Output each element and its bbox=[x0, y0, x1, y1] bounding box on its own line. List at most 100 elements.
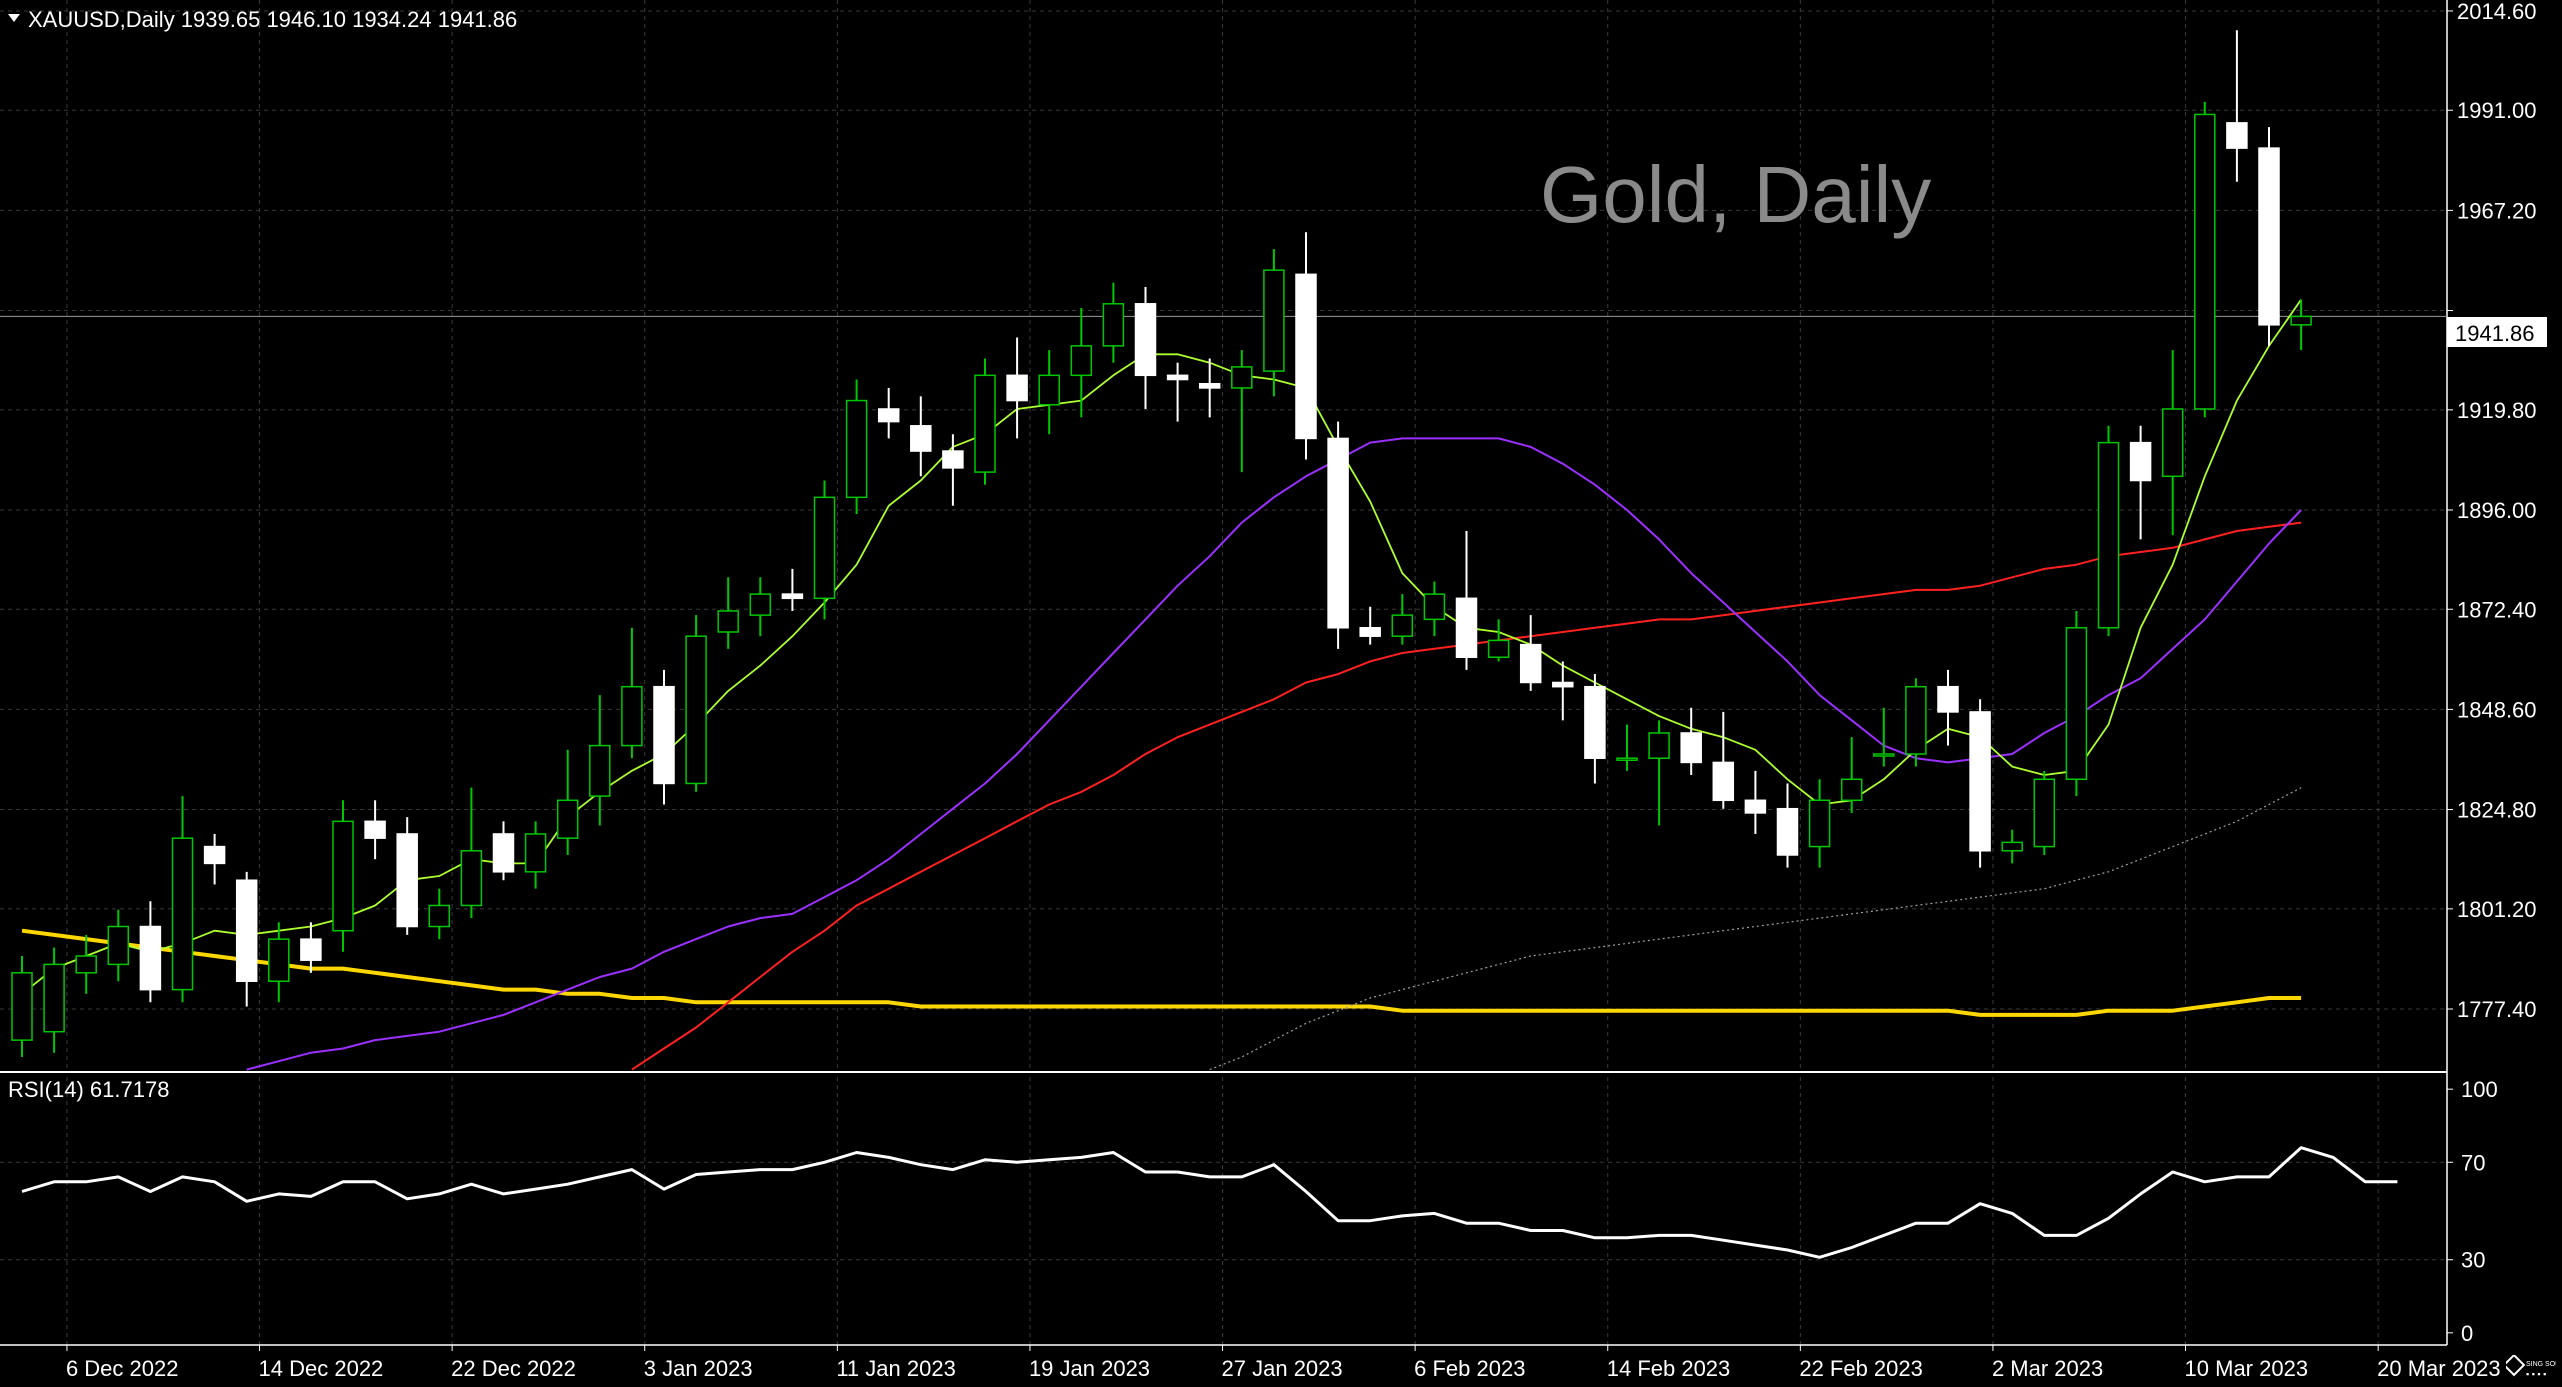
candle[interactable] bbox=[460, 787, 483, 919]
candle-body bbox=[11, 972, 33, 1041]
candle[interactable] bbox=[653, 669, 675, 805]
candle[interactable] bbox=[2129, 425, 2152, 540]
candle[interactable] bbox=[1263, 249, 1285, 397]
candle[interactable] bbox=[1391, 594, 1414, 645]
candle[interactable] bbox=[428, 888, 451, 940]
candle[interactable] bbox=[1519, 615, 1542, 691]
candle[interactable] bbox=[2258, 127, 2280, 346]
candle-body bbox=[1840, 778, 1863, 802]
candle-body bbox=[1038, 374, 1060, 406]
candle[interactable] bbox=[1680, 707, 1702, 776]
candle[interactable] bbox=[364, 800, 386, 860]
candle-body bbox=[1166, 374, 1189, 381]
candle[interactable] bbox=[1487, 619, 1510, 662]
candle[interactable] bbox=[1937, 669, 1959, 746]
candle[interactable] bbox=[11, 955, 33, 1057]
candle[interactable] bbox=[1006, 337, 1028, 439]
candle[interactable] bbox=[1166, 362, 1189, 422]
candle[interactable] bbox=[2194, 101, 2216, 418]
candle[interactable] bbox=[1102, 282, 1125, 363]
candle[interactable] bbox=[2290, 299, 2312, 351]
current-price-marker: 1941.86 bbox=[2447, 317, 2547, 347]
rsi-panel[interactable] bbox=[21, 1146, 2398, 1259]
candle-body bbox=[1519, 643, 1542, 684]
candle-body bbox=[781, 593, 804, 600]
candle[interactable] bbox=[43, 947, 65, 1053]
candle[interactable] bbox=[396, 817, 418, 935]
candle-body bbox=[1487, 639, 1510, 658]
candle[interactable] bbox=[1873, 707, 1895, 767]
candle[interactable] bbox=[1327, 421, 1349, 649]
svg-text:SING SOUND: SING SOUND bbox=[2526, 1361, 2556, 1368]
candle[interactable] bbox=[1648, 720, 1670, 826]
candle[interactable] bbox=[235, 871, 258, 1007]
candle[interactable] bbox=[2001, 829, 2023, 864]
candle[interactable] bbox=[139, 901, 162, 1003]
candle[interactable] bbox=[1776, 783, 1799, 868]
candle[interactable] bbox=[813, 480, 836, 620]
candle[interactable] bbox=[1712, 711, 1735, 809]
candle[interactable] bbox=[1616, 724, 1638, 771]
candle[interactable] bbox=[877, 387, 900, 439]
candle[interactable] bbox=[942, 434, 964, 506]
rsi-tick-label: 70 bbox=[2461, 1150, 2485, 1175]
candle[interactable] bbox=[1038, 350, 1060, 435]
candle[interactable] bbox=[781, 568, 804, 611]
candle[interactable] bbox=[1359, 606, 1381, 645]
candle-body bbox=[1006, 374, 1028, 402]
candle[interactable] bbox=[1198, 358, 1221, 418]
candle[interactable] bbox=[1744, 770, 1767, 834]
candle[interactable] bbox=[2226, 30, 2248, 182]
candle[interactable] bbox=[621, 627, 643, 759]
candle[interactable] bbox=[492, 821, 515, 881]
candle-body bbox=[1359, 627, 1381, 637]
candle[interactable] bbox=[1584, 674, 1606, 784]
candle[interactable] bbox=[1070, 307, 1093, 418]
candle-body bbox=[75, 955, 97, 974]
candle-body bbox=[845, 399, 868, 499]
candle[interactable] bbox=[524, 821, 547, 889]
candle[interactable] bbox=[1969, 699, 1991, 868]
brand-logo: SING SOUND ▪ ▪ ▪ ▪ bbox=[2506, 1355, 2556, 1379]
candle[interactable] bbox=[749, 577, 772, 637]
candle[interactable] bbox=[685, 615, 707, 792]
candle[interactable] bbox=[556, 749, 579, 855]
candle[interactable] bbox=[171, 796, 194, 1003]
candle[interactable] bbox=[268, 922, 290, 1003]
price-tick-label: 1919.80 bbox=[2457, 398, 2537, 423]
candle[interactable] bbox=[75, 934, 97, 994]
candle[interactable] bbox=[2065, 610, 2088, 797]
candle[interactable] bbox=[2033, 770, 2056, 855]
candle[interactable] bbox=[1905, 678, 1927, 767]
candle-body bbox=[1263, 269, 1285, 372]
candle[interactable] bbox=[1808, 779, 1831, 868]
candle-body bbox=[1808, 799, 1831, 848]
candle[interactable] bbox=[300, 922, 322, 973]
rsi-indicator-label: RSI(14) 61.7178 bbox=[8, 1077, 169, 1102]
candle[interactable] bbox=[1134, 286, 1157, 409]
candle[interactable] bbox=[2097, 425, 2120, 637]
candles[interactable] bbox=[11, 30, 2312, 1057]
candle[interactable] bbox=[717, 577, 739, 649]
candle[interactable] bbox=[332, 800, 354, 952]
date-tick-label: 27 Jan 2023 bbox=[1222, 1356, 1343, 1381]
candle[interactable] bbox=[1455, 531, 1478, 670]
date-tick-label: 22 Dec 2022 bbox=[451, 1356, 576, 1381]
candle[interactable] bbox=[910, 396, 932, 477]
candle[interactable] bbox=[1295, 232, 1317, 460]
candle[interactable] bbox=[589, 695, 611, 826]
candle[interactable] bbox=[845, 379, 868, 515]
candle[interactable] bbox=[2161, 350, 2184, 536]
candle-body bbox=[1231, 366, 1253, 389]
candle-body bbox=[1937, 685, 1959, 713]
candle[interactable] bbox=[974, 358, 996, 485]
candle[interactable] bbox=[1231, 350, 1253, 473]
symbol-dropdown-icon[interactable] bbox=[8, 14, 20, 22]
candle[interactable] bbox=[1423, 581, 1446, 637]
candle[interactable] bbox=[107, 909, 130, 982]
candle[interactable] bbox=[1840, 737, 1863, 813]
candle[interactable] bbox=[1552, 661, 1574, 721]
price-tick-label: 1872.40 bbox=[2457, 597, 2537, 622]
candle[interactable] bbox=[203, 833, 226, 885]
